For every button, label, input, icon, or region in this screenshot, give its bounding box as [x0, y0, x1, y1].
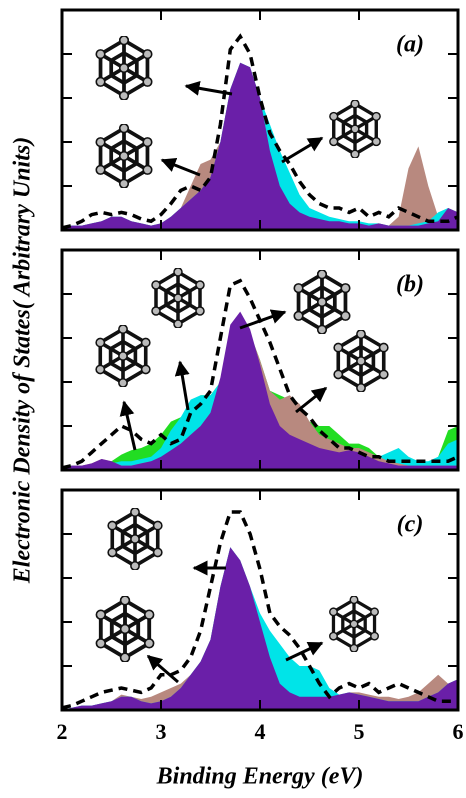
panel-label: (a): [396, 32, 424, 58]
cluster-icon: [328, 100, 382, 158]
arrow: [184, 80, 233, 96]
cluster-icon: [94, 124, 154, 188]
arrow: [281, 136, 324, 164]
x-axis-label: Binding Energy (eV): [156, 764, 364, 790]
x-tick-label: 4: [255, 719, 266, 744]
plot-frame: [60, 488, 460, 712]
x-tick-label: 3: [156, 719, 167, 744]
cluster-icon: [150, 268, 206, 328]
x-tick-label: 2: [57, 719, 68, 744]
panel: 2 3 4 5 6 (c) Binding Energy (eV): [57, 488, 464, 790]
arrow: [239, 309, 287, 330]
arrow: [295, 386, 328, 414]
area: [62, 547, 458, 710]
cluster-icon: [94, 325, 152, 387]
cluster-icon: [106, 508, 164, 570]
plot-frame: [60, 248, 460, 472]
cluster-icon: [94, 596, 156, 662]
arrow: [146, 654, 179, 684]
dashed-line: [61, 33, 459, 230]
panel-label: (b): [396, 272, 424, 298]
plot-frame: [60, 8, 460, 232]
dashed-line: [61, 510, 458, 710]
panel: (b): [60, 248, 460, 472]
x-tick-label: 6: [453, 719, 464, 744]
panel-label: (c): [397, 512, 424, 538]
cluster-icon: [332, 330, 390, 392]
arrow: [119, 400, 137, 451]
plots: (a) Electronic Density of States( Arbitra…: [10, 8, 464, 790]
arrow: [285, 641, 324, 662]
area: [62, 62, 458, 230]
arrow: [174, 360, 190, 411]
cluster-icon: [292, 270, 352, 334]
cluster-icon: [94, 36, 154, 100]
arrows: [119, 80, 328, 684]
y-axis-label: Electronic Density of States( Arbitrary …: [10, 137, 36, 584]
arrow: [160, 157, 201, 177]
area: [62, 311, 458, 470]
x-tick-label: 5: [354, 719, 365, 744]
panel: (a) Electronic Density of States( Arbitra…: [10, 8, 460, 584]
cluster-icon: [328, 596, 380, 652]
